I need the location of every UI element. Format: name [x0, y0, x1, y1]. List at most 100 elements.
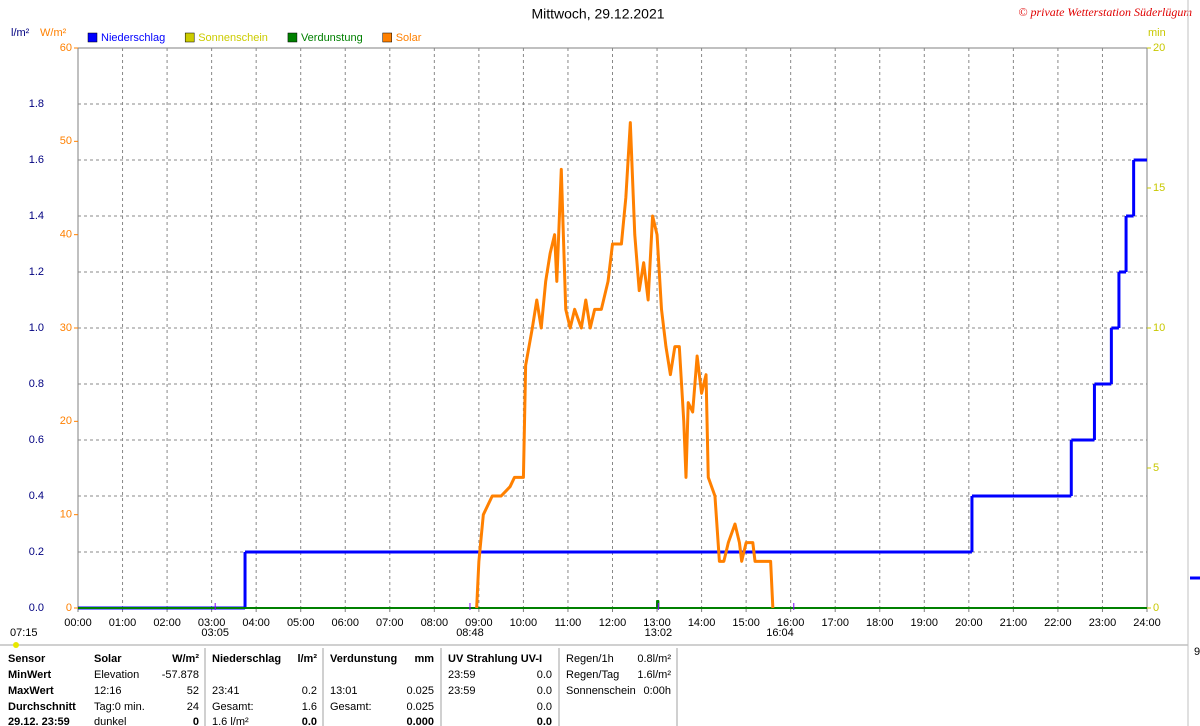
x-tick-label: 00:00 — [64, 617, 92, 629]
copyright: © private Wetterstation Süderlügum — [1018, 5, 1192, 19]
y3-tick-label: 15 — [1153, 182, 1165, 194]
series-line — [78, 600, 1147, 609]
y-tick-label: 1.6 — [29, 154, 44, 166]
x-tick-label: 03:00 — [198, 617, 226, 629]
y2-axis-unit: W/m² — [40, 27, 67, 39]
table-cell: Durchschnitt — [8, 701, 76, 713]
legend-label: Niederschlag — [101, 32, 165, 44]
table-cell: mm — [414, 653, 434, 665]
x-tick-label: 01:00 — [109, 617, 137, 629]
x-tick-label: 19:00 — [911, 617, 939, 629]
table-cell: -57.878 — [162, 669, 199, 681]
y2-tick-label: 60 — [60, 42, 72, 54]
annotation-label: 16:04 — [766, 627, 794, 639]
x-tick-label: 24:00 — [1133, 617, 1161, 629]
x-tick-label: 21:00 — [1000, 617, 1028, 629]
table-cell: 23:59 — [448, 685, 476, 697]
x-tick-label: 23:00 — [1089, 617, 1117, 629]
x-tick-label: 17:00 — [821, 617, 849, 629]
y-tick-label: 1.8 — [29, 98, 44, 110]
y2-tick-label: 40 — [60, 229, 72, 241]
table-cell: Elevation — [94, 669, 139, 681]
x-tick-label: 12:00 — [599, 617, 627, 629]
table-cell: 0.0 — [537, 701, 552, 713]
side-label: Sonnenschein — [566, 685, 636, 697]
x-tick-label: 20:00 — [955, 617, 983, 629]
table-cell: dunkel — [94, 716, 126, 726]
y-tick-label: 0.8 — [29, 378, 44, 390]
legend-label: Sonnenschein — [198, 32, 268, 44]
y-tick-label: 0.4 — [29, 490, 44, 502]
chart-title: Mittwoch, 29.12.2021 — [531, 6, 664, 22]
x-tick-label: 02:00 — [153, 617, 181, 629]
x-tick-label: 05:00 — [287, 617, 315, 629]
table-cell: 0 — [193, 716, 199, 726]
side-label: Regen/1h — [566, 653, 614, 665]
table-cell: W/m² — [172, 653, 199, 665]
y2-tick-label: 0 — [66, 602, 72, 614]
legend-label: Solar — [396, 32, 422, 44]
table-cell: 0.0 — [537, 669, 552, 681]
y-tick-label: 0.6 — [29, 434, 44, 446]
table-cell: Sensor — [8, 653, 46, 665]
table-cell: 1.6 — [302, 701, 317, 713]
annotation-label: 13:02 — [645, 627, 673, 639]
y-tick-label: 1.4 — [29, 210, 44, 222]
x-tick-label: 16:00 — [777, 617, 805, 629]
annotation-label: 03:05 — [201, 627, 229, 639]
y-tick-label: 1.2 — [29, 266, 44, 278]
table-cell: 0.000 — [406, 716, 434, 726]
x-tick-label: 10:00 — [510, 617, 538, 629]
table-cell: 52 — [187, 685, 199, 697]
table-cell: 23:41 — [212, 685, 240, 697]
table-cell: UV Strahlung UV-I — [448, 653, 542, 665]
y3-tick-label: 5 — [1153, 462, 1159, 474]
legend-swatch — [87, 32, 98, 43]
x-tick-label: 07:00 — [376, 617, 404, 629]
y3-tick-label: 0 — [1153, 602, 1159, 614]
y-axis-unit: l/m² — [11, 27, 30, 39]
table-cell: Tag:0 min. — [94, 701, 145, 713]
y-tick-label: 0.2 — [29, 546, 44, 558]
sun-icon — [13, 642, 19, 648]
legend-swatch — [287, 32, 298, 43]
table-cell: MaxWert — [8, 685, 54, 697]
x-tick-label: 18:00 — [866, 617, 894, 629]
y3-tick-label: 20 — [1153, 42, 1165, 54]
table-cell: 0.0 — [537, 685, 552, 697]
annotation-label: 08:48 — [456, 627, 484, 639]
table-cell: MinWert — [8, 669, 52, 681]
table-cell: Niederschlag — [212, 653, 281, 665]
y-tick-label: 1.0 — [29, 322, 44, 334]
series-line — [475, 121, 775, 609]
table-cell: Solar — [94, 653, 122, 665]
table-cell: 24 — [187, 701, 199, 713]
legend-swatch — [184, 32, 195, 43]
y2-tick-label: 10 — [60, 509, 72, 521]
y3-axis-unit: min — [1148, 27, 1166, 39]
table-cell: 0.0 — [302, 716, 317, 726]
table-cell: 0.0 — [537, 716, 552, 726]
legend-label: Verdunstung — [301, 32, 363, 44]
day-length: 07:15 — [10, 627, 38, 639]
cut-label: 9 — [1194, 646, 1200, 658]
side-value: 0:00h — [643, 685, 671, 697]
x-tick-label: 15:00 — [732, 617, 760, 629]
table-cell: Verdunstung — [330, 653, 397, 665]
table-cell: 0.025 — [406, 701, 434, 713]
side-value: 1.6l/m² — [637, 669, 671, 681]
legend-swatch — [382, 32, 392, 43]
y2-tick-label: 20 — [60, 415, 72, 427]
x-tick-label: 11:00 — [555, 617, 582, 629]
table-cell: 0.2 — [302, 685, 317, 697]
x-tick-label: 13:00 — [643, 617, 671, 629]
x-tick-label: 09:00 — [465, 617, 493, 629]
table-cell: 1.6 l/m² — [212, 716, 249, 726]
x-tick-label: 14:00 — [688, 617, 716, 629]
x-tick-label: 06:00 — [331, 617, 359, 629]
y3-tick-label: 10 — [1153, 322, 1165, 334]
table-cell: Gesamt: — [212, 701, 254, 713]
table-cell: 0.025 — [406, 685, 434, 697]
x-tick-label: 22:00 — [1044, 617, 1072, 629]
